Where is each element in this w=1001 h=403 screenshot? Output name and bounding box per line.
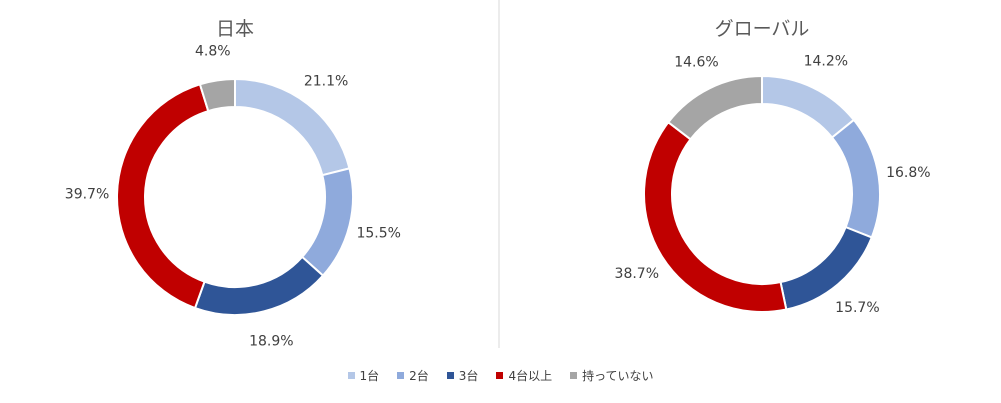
legend-label-5: 持っていない [582,369,654,383]
legend-swatch-5 [570,372,578,379]
donut-japan: 21.1% 15.5% 18.9% 39.7% 4.8% [65,44,401,350]
slice-japan-none [198,77,236,113]
slice-global-none [666,74,763,141]
data-label-japan-3: 18.9% [249,333,293,349]
data-label-global-2: 16.8% [886,165,930,181]
chart-title-global: グローバル [715,18,810,40]
legend-swatch-4 [496,372,504,379]
legend-label-2: 2台 [409,369,429,383]
legend: 1台 2台 3台 4台以上 持っていない [0,367,1001,384]
data-label-global-3: 15.7% [835,300,879,316]
data-label-japan-1: 21.1% [304,73,348,89]
legend-item-5: 持っていない [570,367,653,384]
legend-label-3: 3台 [458,369,479,383]
data-label-global-1: 14.2% [804,53,848,69]
donut-global: 14.2% 16.8% 15.7% 38.7% 14.6% [615,53,931,316]
slice-global-3 [779,225,874,311]
legend-swatch-2 [397,372,405,379]
chart-title-japan: 日本 [216,18,254,40]
legend-swatch-1 [347,372,355,379]
legend-swatch-3 [446,372,454,379]
data-label-japan-4plus: 39.7% [65,187,109,203]
slice-global-4plus [643,120,788,313]
slice-global-2 [830,118,881,239]
data-label-global-4plus: 38.7% [615,266,659,282]
data-label-global-none: 14.6% [674,54,718,70]
slice-japan-2 [300,167,354,278]
slice-global-1 [761,74,856,139]
slice-japan-3 [193,255,325,316]
legend-item-1: 1台 [347,367,380,384]
slice-japan-1 [234,77,351,177]
data-label-japan-2: 15.5% [356,225,400,241]
legend-label-4: 4台以上 [508,369,553,383]
legend-label-1: 1台 [359,369,380,383]
data-label-japan-none: 4.8% [195,44,231,60]
slice-japan-4plus [116,83,210,310]
legend-item-3: 3台 [446,367,479,384]
legend-item-2: 2台 [397,367,429,384]
legend-item-4: 4台以上 [496,367,552,384]
